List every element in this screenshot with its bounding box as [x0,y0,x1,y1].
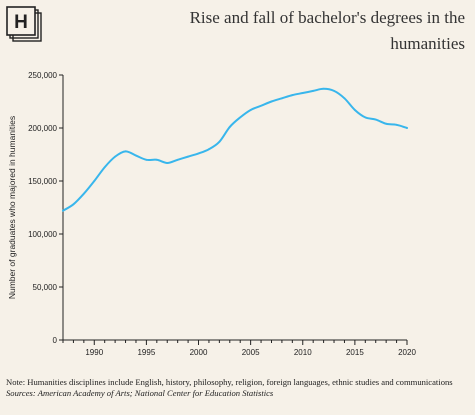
y-tick-label: 0 [53,336,58,345]
chart-notes: Note: Humanities disciplines include Eng… [6,377,468,399]
data-point [82,192,85,195]
chart-title: Rise and fall of bachelor's degrees in t… [189,8,465,53]
logo-icon: H [6,6,42,42]
x-tick-label: 2020 [398,348,416,357]
x-tick-label: 1990 [85,348,103,357]
data-point [364,116,367,119]
data-point [228,126,231,128]
data-point [374,118,377,121]
data-point [114,155,117,158]
data-point [93,180,96,182]
data-point [135,154,137,157]
chart-note: Note: Humanities disciplines include Eng… [6,377,453,387]
data-point [155,158,158,161]
x-tick-label: 2005 [242,348,260,357]
data-point [72,203,75,206]
data-point [187,155,189,158]
y-tick-label: 50,000 [33,283,58,292]
y-axis-label: Number of graduates who majored in human… [7,116,17,299]
logo-letter: H [14,12,28,33]
data-point [197,152,200,155]
x-tick-label: 2000 [190,348,208,357]
data-point [260,104,262,107]
logo: H [6,6,46,46]
y-tick-label: 100,000 [28,230,57,239]
data-point [218,140,221,143]
data-point [145,158,148,161]
data-point [176,158,179,161]
chart: Number of graduates who majored in human… [7,71,416,357]
chart-source: Sources: American Academy of Arts; Natio… [6,388,274,398]
data-point [406,127,408,129]
data-point [281,97,283,100]
data-point [301,92,304,94]
y-tick-label: 250,000 [28,71,57,80]
data-point [124,150,127,153]
data-point [333,90,335,92]
y-tick-label: 150,000 [28,177,57,186]
data-point [166,162,169,164]
data-point [239,116,242,119]
data-point [270,100,273,103]
data-point [395,123,398,126]
data-point [353,109,356,111]
x-tick-label: 1995 [137,348,155,357]
data-point [322,87,325,90]
series-line [62,87,408,212]
data-point [208,148,210,151]
data-point [103,166,106,169]
data-point [249,109,252,111]
x-tick-label: 2010 [294,348,312,357]
data-point [291,94,294,97]
data-point [385,122,388,125]
data-point [62,209,64,212]
data-point [343,97,346,100]
y-tick-label: 200,000 [28,124,57,133]
data-point [312,90,315,92]
x-tick-label: 2015 [346,348,364,357]
